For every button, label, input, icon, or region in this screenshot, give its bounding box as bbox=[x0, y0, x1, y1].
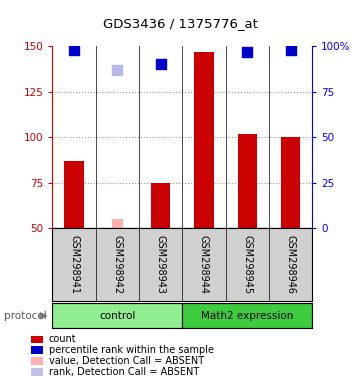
Point bbox=[201, 32, 207, 38]
Point bbox=[71, 47, 77, 53]
Text: count: count bbox=[49, 334, 77, 344]
Text: rank, Detection Call = ABSENT: rank, Detection Call = ABSENT bbox=[49, 367, 199, 377]
Text: Math2 expression: Math2 expression bbox=[201, 311, 293, 321]
Bar bbox=[151, 183, 170, 228]
Text: percentile rank within the sample: percentile rank within the sample bbox=[49, 345, 214, 355]
Text: GSM298943: GSM298943 bbox=[156, 235, 166, 295]
Text: GDS3436 / 1375776_at: GDS3436 / 1375776_at bbox=[103, 17, 258, 30]
Text: control: control bbox=[99, 311, 135, 321]
Bar bbox=[238, 134, 257, 228]
Point bbox=[114, 67, 120, 73]
Bar bbox=[64, 161, 84, 228]
Text: GSM298945: GSM298945 bbox=[242, 235, 252, 295]
Text: GSM298946: GSM298946 bbox=[286, 235, 296, 295]
Text: protocol: protocol bbox=[4, 311, 46, 321]
Text: value, Detection Call = ABSENT: value, Detection Call = ABSENT bbox=[49, 356, 204, 366]
Bar bbox=[112, 219, 123, 228]
Point bbox=[244, 48, 250, 55]
Bar bbox=[281, 137, 300, 228]
Text: GSM298942: GSM298942 bbox=[112, 235, 122, 295]
Point bbox=[158, 61, 164, 68]
Text: GSM298941: GSM298941 bbox=[69, 235, 79, 295]
Bar bbox=[52, 303, 182, 328]
Point bbox=[288, 47, 293, 53]
Bar bbox=[182, 303, 312, 328]
Bar bbox=[194, 51, 214, 228]
Text: GSM298944: GSM298944 bbox=[199, 235, 209, 295]
